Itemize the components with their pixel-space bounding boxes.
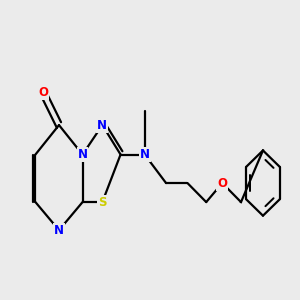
Text: N: N — [54, 224, 64, 237]
Text: O: O — [217, 177, 227, 190]
Text: N: N — [77, 148, 88, 161]
Text: N: N — [140, 148, 150, 161]
Text: S: S — [98, 196, 106, 208]
Text: O: O — [38, 86, 48, 99]
Text: N: N — [98, 118, 107, 132]
